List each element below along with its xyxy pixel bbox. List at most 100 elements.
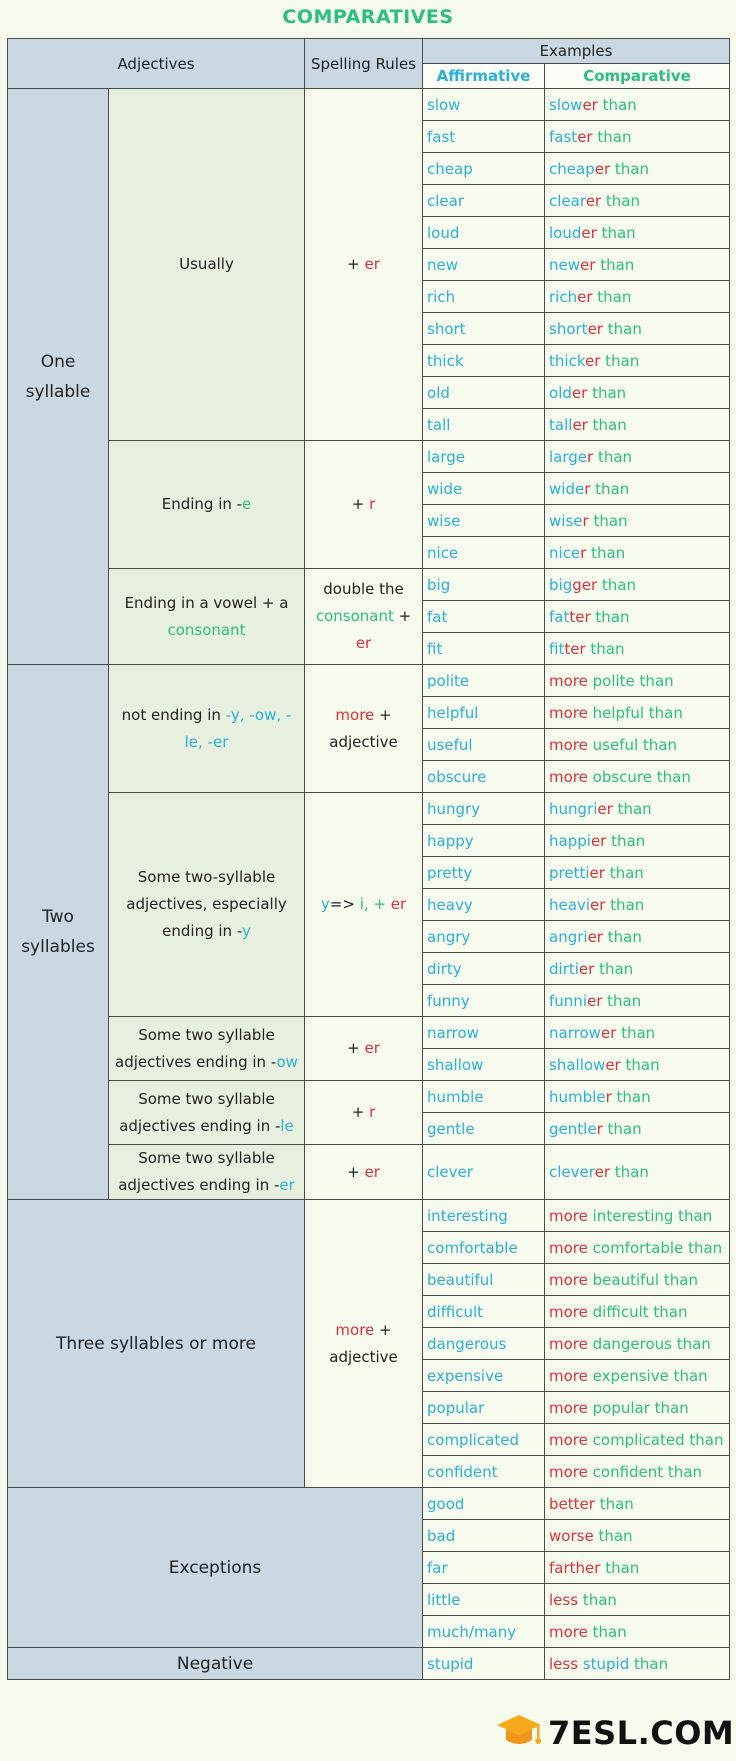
affirmative-word: dangerous (427, 1334, 507, 1353)
rule-plus-er: + er (304, 1144, 424, 1200)
example-row: new newer than (8, 248, 731, 281)
text-part: er (594, 159, 611, 178)
affirmative-cell: gentle (422, 1112, 546, 1145)
text-part: better (549, 1494, 595, 1513)
affirmative-word: stupid (427, 1654, 474, 1673)
example-row: Exceptions good better than (6, 1487, 731, 1648)
affirmative-cell: happy (422, 824, 546, 857)
text-part: more (549, 1462, 588, 1481)
comparative-cell: shallower than (544, 1048, 731, 1081)
affirmative-cell: fit (422, 632, 546, 665)
example-row: far farther than (8, 1551, 731, 1584)
example-row: fit fitter than (8, 632, 731, 665)
text-part: expensive than (587, 1366, 708, 1385)
text-part: rich (549, 287, 578, 306)
example-row: Some two-syllable adjectives, especially… (8, 792, 731, 1017)
comparative-cell: better than (544, 1487, 731, 1520)
text-part: than (602, 1119, 642, 1138)
affirmative-cell: little (422, 1583, 546, 1616)
text-part: Usually (179, 255, 234, 273)
text-part: narrow (549, 1023, 601, 1042)
affirmative-cell: fast (422, 120, 546, 153)
text-part: difficult than (587, 1302, 688, 1321)
text-part: er (364, 255, 380, 273)
text-part: obscure than (587, 767, 691, 786)
comparative-cell: older than (544, 376, 731, 409)
affirmative-word: shallow (427, 1055, 484, 1074)
affirmative-cell: slow (422, 88, 546, 121)
text-part: Some two syllable adjectives ending in - (118, 1149, 280, 1194)
affirmative-cell: dangerous (422, 1327, 546, 1360)
example-row: obscure more obscure than (8, 760, 731, 793)
text-part: er (580, 255, 596, 274)
affirmative-word: fat (427, 607, 448, 626)
text-part: ter (569, 607, 591, 626)
affirmative-word: helpful (427, 703, 479, 722)
header-examples-label: Examples (539, 42, 613, 60)
text-part: than (597, 95, 637, 114)
affirmative-word: wide (427, 479, 463, 498)
affirmative-cell: comfortable (422, 1231, 546, 1264)
affirmative-word: little (427, 1590, 461, 1609)
affirmative-word: good (427, 1494, 465, 1513)
example-row: Some two syllable adjectives ending in -… (8, 1016, 731, 1081)
section-label: syllable (25, 381, 91, 402)
header-affirmative: Affirmative (422, 63, 546, 89)
affirmative-cell: good (422, 1487, 546, 1520)
example-row: Three syllables or more more + adjective in… (6, 1199, 731, 1488)
comparative-cell: worse than (544, 1519, 731, 1552)
affirmative-word: expensive (427, 1366, 504, 1385)
example-row: comfortable more comfortable than (8, 1231, 731, 1264)
text-part: more (549, 1622, 588, 1641)
header-adjectives: Adjectives (6, 38, 306, 89)
section-label: Exceptions (168, 1557, 262, 1578)
text-part: than (593, 447, 633, 466)
affirmative-word: humble (427, 1087, 484, 1106)
comparative-cell: more obscure than (544, 760, 731, 793)
affirmative-label: Affirmative (436, 67, 531, 85)
text-part: hungri (549, 799, 598, 818)
text-part: loud (549, 223, 582, 242)
comparative-cell: fatter than (544, 600, 731, 633)
text-part: er (587, 319, 603, 338)
text-part: less (549, 1654, 579, 1673)
text-part: -y, -ow, -le, -er (184, 705, 292, 751)
text-part: slow (549, 95, 583, 114)
affirmative-cell: complicated (422, 1423, 546, 1456)
comparative-cell: farther than (544, 1551, 731, 1584)
affirmative-cell: clever (422, 1144, 546, 1200)
text-part: er (587, 927, 603, 946)
text-part: more (549, 1430, 588, 1449)
section-label: One (40, 351, 76, 372)
affirmative-word: interesting (427, 1206, 508, 1225)
text-part: new (549, 255, 581, 274)
section-exceptions: Exceptions (6, 1487, 424, 1648)
text-part: than (587, 415, 627, 434)
comparative-cell: more helpful than (544, 696, 731, 729)
affirmative-cell: stupid (422, 1647, 546, 1680)
comparative-cell: humbler than (544, 1080, 731, 1113)
text-part: heavi (549, 895, 590, 914)
affirmative-cell: cheap (422, 152, 546, 185)
text-part: than (612, 799, 652, 818)
text-part: humble (549, 1087, 606, 1106)
text-part: more (549, 1398, 588, 1417)
affirmative-word: short (427, 319, 466, 338)
affirmative-cell: nice (422, 536, 546, 569)
comparative-cell: more popular than (544, 1391, 731, 1424)
text-part: er (364, 1162, 380, 1181)
text-part: interesting than (587, 1206, 713, 1225)
affirmative-word: difficult (427, 1302, 484, 1321)
affirmative-word: dirty (427, 959, 462, 978)
comparative-cell: more complicated than (544, 1423, 731, 1456)
comparative-cell: more dangerous than (544, 1327, 731, 1360)
example-row: angry angrier than (8, 920, 731, 953)
category-ending-ow: Some two syllable adjectives ending in -… (107, 1016, 306, 1081)
text-part: helpful than (587, 703, 683, 722)
comparative-label: Comparative (583, 67, 691, 85)
example-row: rich richer than (8, 280, 731, 313)
text-part: than (586, 543, 626, 562)
comparative-cell: dirtier than (544, 952, 731, 985)
text-part: worse (549, 1526, 594, 1545)
text-part: farther (549, 1558, 601, 1577)
